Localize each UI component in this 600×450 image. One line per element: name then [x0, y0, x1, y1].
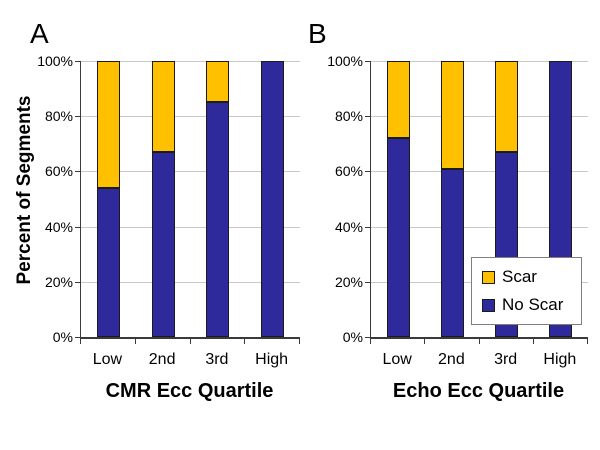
gridline-100	[81, 61, 300, 62]
bar-segment-scar	[386, 61, 410, 139]
gridline-40	[371, 226, 588, 228]
x-tick-mark	[532, 339, 534, 344]
y-tick-label: 80%	[44, 108, 73, 125]
bar-segment-scar	[206, 61, 230, 103]
y-tick-mark	[365, 226, 370, 228]
x-category-label: Low	[382, 351, 412, 368]
x-tick-mark	[244, 339, 246, 344]
legend-label: No Scar	[502, 295, 564, 314]
y-tick-mark	[365, 61, 370, 62]
legend-item: No Scar	[482, 296, 581, 314]
x-tick-mark	[478, 339, 480, 344]
legend-label: Scar	[502, 267, 537, 286]
y-tick-mark	[75, 281, 80, 283]
gridline-80	[371, 116, 588, 118]
gridline-60	[81, 171, 300, 173]
x-tick-mark	[370, 339, 371, 344]
x-tick-mark	[299, 339, 300, 344]
legend-item: Scar	[482, 268, 581, 286]
y-tick-label: 20%	[44, 273, 73, 290]
x-category-label: Low	[92, 351, 123, 368]
y-tick-mark	[365, 116, 370, 118]
y-tick-mark	[75, 116, 80, 118]
x-category-label: 2nd	[148, 351, 176, 368]
x-category-label: High	[543, 351, 577, 368]
y-tick-mark	[75, 226, 80, 228]
bar-segment-no-scar	[96, 187, 120, 337]
gridline-40	[81, 226, 300, 228]
gridline-60	[371, 171, 588, 173]
bar-segment-no-scar	[440, 168, 464, 337]
x-category-label: 3rd	[205, 351, 229, 368]
bar-segment-scar	[440, 61, 464, 169]
y-tick-mark	[365, 337, 370, 338]
y-tick-label: 80%	[334, 108, 363, 125]
y-tick-label: 40%	[334, 218, 363, 235]
bar-segment-scar	[495, 61, 519, 153]
bar-segment-scar	[96, 61, 120, 188]
x-category-label: 2nd	[438, 351, 465, 368]
y-tick-mark	[75, 61, 80, 62]
legend-swatch-icon	[482, 298, 495, 312]
panel-letter: B	[308, 18, 327, 49]
y-tick-label: 0%	[52, 329, 73, 345]
x-tick-mark	[189, 339, 191, 344]
bar-segment-scar	[151, 61, 175, 153]
y-tick-label: 100%	[327, 53, 363, 69]
x-tick-mark	[424, 339, 426, 344]
x-category-label: High	[255, 351, 289, 368]
legend-swatch-icon	[482, 270, 495, 284]
y-tick-mark	[365, 281, 370, 283]
bar-segment-no-scar	[206, 102, 230, 337]
y-tick-label: 60%	[334, 163, 363, 180]
x-axis-title: Echo Ecc Quartile	[392, 380, 565, 402]
x-tick-mark	[587, 339, 588, 344]
y-tick-label: 0%	[342, 329, 363, 345]
y-tick-label: 60%	[44, 163, 73, 180]
y-tick-label: 100%	[37, 53, 73, 69]
y-tick-label: 40%	[44, 218, 73, 235]
bar-segment-no-scar	[261, 61, 285, 337]
y-axis-title: Percent of Segments	[14, 95, 35, 285]
plot-area	[80, 61, 300, 339]
legend: Scar No Scar	[471, 257, 582, 325]
y-tick-mark	[75, 337, 80, 338]
bar-segment-no-scar	[151, 152, 175, 337]
panel-letter: A	[30, 18, 49, 49]
gridline-80	[81, 116, 300, 118]
x-category-label: 3rd	[494, 351, 518, 368]
x-tick-mark	[80, 339, 81, 344]
gridline-20	[81, 281, 300, 283]
x-tick-mark	[134, 339, 136, 344]
y-tick-label: 20%	[334, 273, 363, 290]
y-tick-mark	[75, 171, 80, 173]
bar-segment-no-scar	[386, 138, 410, 337]
x-axis-title: CMR Ecc Quartile	[105, 380, 274, 402]
y-tick-mark	[365, 171, 370, 173]
gridline-100	[371, 61, 588, 62]
